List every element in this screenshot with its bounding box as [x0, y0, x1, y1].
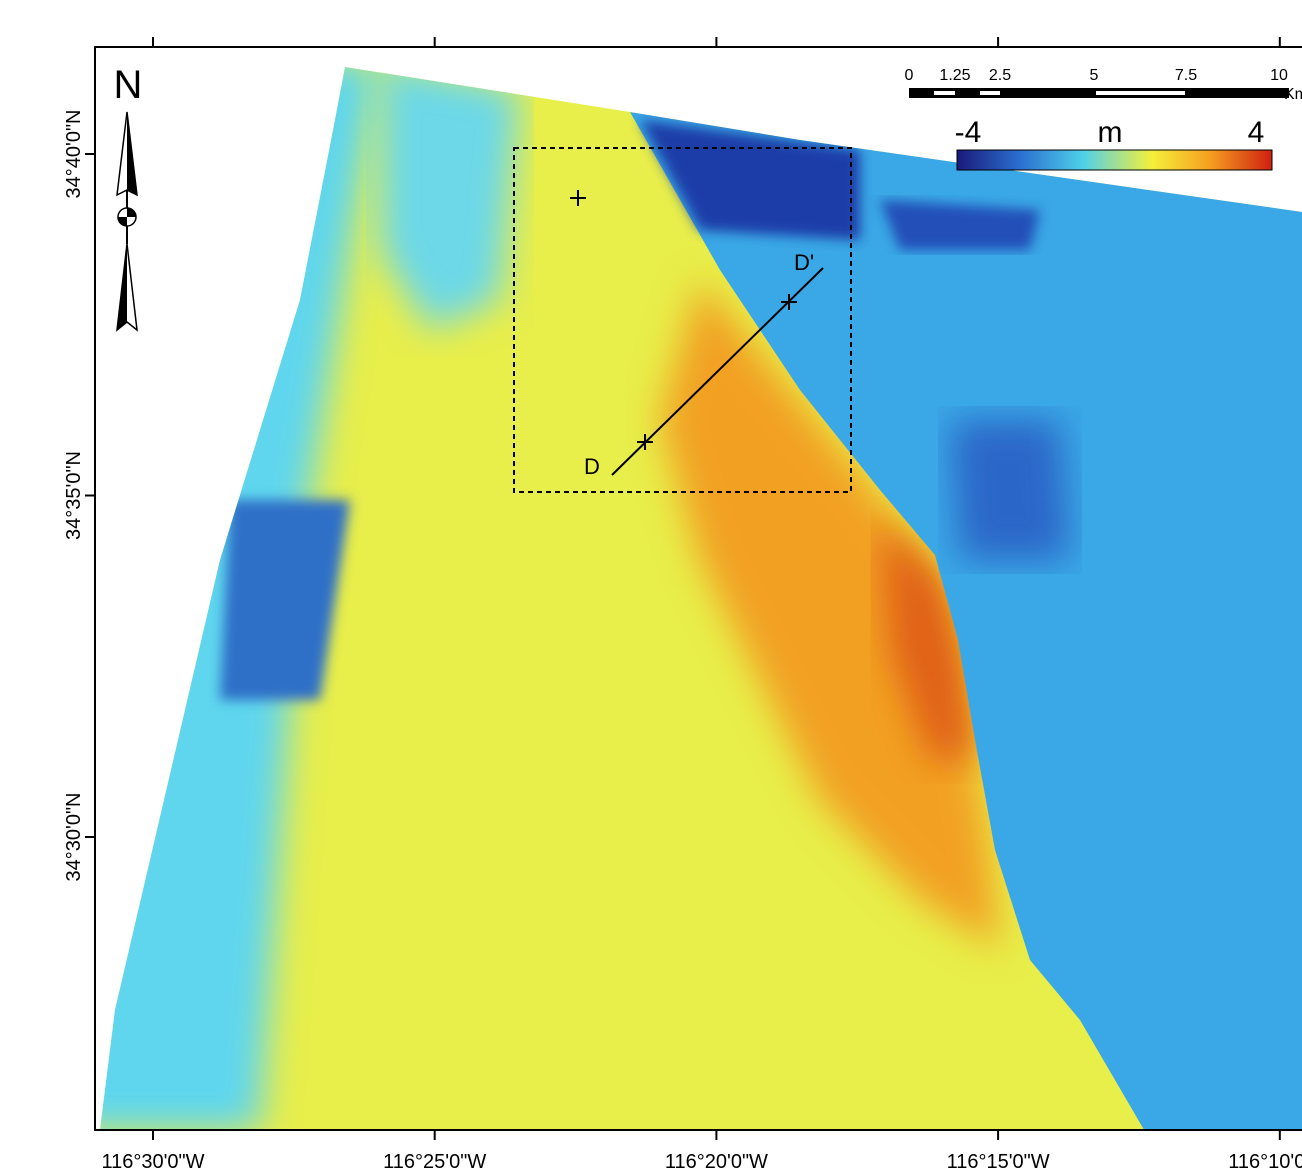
north-label: N	[114, 63, 143, 107]
colorbar-unit: m	[1098, 116, 1123, 149]
lon-label: 116°10'0"W	[1228, 1151, 1302, 1172]
scale-label: 0	[905, 67, 914, 84]
lat-label: 34°35'0"N	[63, 451, 85, 540]
profile-end: D'	[794, 250, 814, 275]
lon-label: 116°20'0"W	[665, 1151, 768, 1172]
colorbar-max: 4	[1248, 116, 1265, 149]
scale-label: 2.5	[989, 67, 1011, 84]
raster	[60, 60, 1302, 1140]
profile-start: D	[584, 454, 600, 479]
lat-ticks: 34°40'0"N 34°35'0"N 34°30'0"N	[63, 110, 95, 882]
map: 116°30'0"W 116°25'0"W 116°20'0"W 116°15'0"W…	[0, 0, 1302, 1172]
scale-label: 5	[1090, 67, 1099, 84]
scale-label: 7.5	[1175, 67, 1197, 84]
lon-label: 116°30'0"W	[101, 1151, 204, 1172]
scale-label: 10	[1270, 67, 1288, 84]
lon-label: 116°25'0"W	[383, 1151, 486, 1172]
colorbar-min: -4	[955, 116, 982, 149]
lat-label: 34°40'0"N	[63, 110, 85, 199]
colorbar: -4 m 4	[955, 116, 1272, 170]
lon-label: 116°15'0"W	[947, 1151, 1050, 1172]
scale-label: 1.25	[939, 67, 970, 84]
scale-bar: 0 1.25 2.5 5 7.5 10 Km	[905, 67, 1302, 103]
lat-label: 34°30'0"N	[63, 793, 85, 882]
scale-unit: Km	[1284, 86, 1302, 103]
north-arrow: N	[114, 63, 143, 330]
